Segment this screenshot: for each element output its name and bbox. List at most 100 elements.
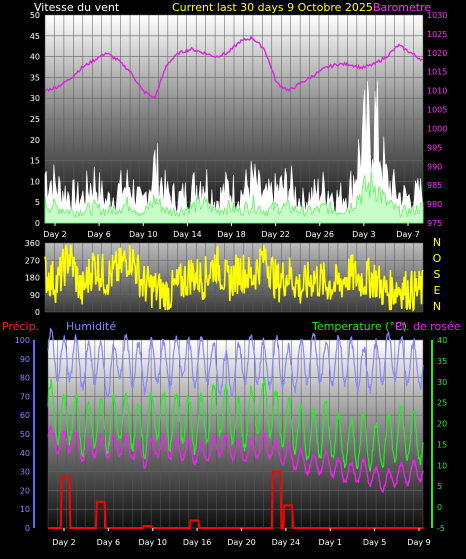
barometer-right-tick: 1020 [427,49,447,58]
dewpoint-label: Pt. de rosée [395,320,461,333]
wind-x-label: Day 10 [129,230,158,239]
lower-right-tick: 20 [437,420,447,429]
wind-x-label: Day 22 [261,230,290,239]
lower-left-tick: 0 [25,524,30,533]
barometer-right-tick: 990 [427,162,442,171]
series-wind-average [44,170,424,224]
lower-left-tick: 90 [20,355,30,364]
wind-x-label: Day 2 [43,230,66,239]
chart-main-title: Current last 30 days 9 Octobre 2025 [172,1,373,14]
lower-right-tick: 5 [437,482,442,491]
lower-right-tick: 30 [437,378,447,387]
lower-right-tick: 0 [437,503,442,512]
lower-x-label: Day 9 [407,538,430,547]
wind-x-axis: Day 2 Day 6 Day 10 Day 14 Day 18 Day 22 Day 26… [43,223,420,239]
lower-left-tick: 10 [20,505,30,514]
lower-x-label: Day 10 [138,538,167,547]
lower-right-tick: -5 [437,524,445,533]
barometer-right-tick: 1005 [427,106,447,115]
barometer-right-tick: 980 [427,200,442,209]
lower-x-label: Day 24 [272,538,301,547]
compass-label: E [434,284,441,297]
wind-left-tick: 5 [35,198,40,207]
direction-left-tick: 0 [35,308,40,317]
wind-x-label: Day 3 [352,230,375,239]
wind-title: Vitesse du vent [34,1,120,14]
wind-x-label: Day 18 [217,230,246,239]
wind-left-tick: 40 [30,53,40,62]
series-wind-direction [44,244,424,313]
lower-x-label: Day 5 [363,538,386,547]
lower-x-axis: Day 2 Day 6 Day 10 Day 16 Day 20 Day 24 Day 1 D… [52,528,431,547]
barometer-right-tick: 985 [427,181,442,190]
direction-left-tick: 360 [25,239,40,248]
direction-left-tick: 270 [25,256,40,265]
lower-x-label: Day 20 [227,538,256,547]
direction-left-tick: 180 [25,274,40,283]
series-humidity [47,327,424,398]
barometer-right-tick: 1015 [427,68,447,77]
barometer-right-tick: 1025 [427,30,447,39]
compass-label: S [434,268,441,281]
lower-right-tick: 40 [437,336,447,345]
barometer-right-axis: 1030 1025 1020 1015 1010 1005 1000 995 990 985 980… [427,11,447,228]
lower-right-tick: 15 [437,440,447,449]
lower-left-tick: 70 [20,392,30,401]
wind-x-label: Day 7 [396,230,419,239]
wind-series [44,35,424,224]
humidity-label: Humidité [66,320,116,333]
barometer-right-tick: 1010 [427,87,447,96]
lower-right-axis: 40 35 30 25 20 15 10 5 0 -5 [437,336,447,533]
wind-left-tick: 30 [30,94,40,103]
temperature-label: Temperature (°C) [311,320,407,333]
series-barometer [44,35,424,100]
lower-x-label: Day 2 [52,538,75,547]
lower-left-tick: 40 [20,449,30,458]
lower-right-tick: 25 [437,399,447,408]
direction-left-axis: 360 270 180 90 0 [25,239,40,317]
barometer-right-tick: 975 [427,219,442,228]
compass-label: N [433,300,441,313]
wind-left-tick: 0 [35,219,40,228]
precip-label: Précip. [2,320,39,333]
lower-right-tick: 35 [437,357,447,366]
wind-left-tick: 20 [30,136,40,145]
wind-x-label: Day 14 [173,230,202,239]
lower-left-tick: 30 [20,468,30,477]
lower-x-label: Day 1 [319,538,342,547]
lower-right-tick: 10 [437,461,447,470]
lower-x-label: Day 16 [183,538,212,547]
wind-x-label: Day 6 [87,230,110,239]
barometer-right-tick: 995 [427,143,442,152]
lower-series [47,327,424,529]
lower-left-tick: 50 [20,430,30,439]
lower-left-tick: 60 [20,411,30,420]
barometer-title: Barometre [373,1,431,14]
barometer-right-tick: 1030 [427,11,447,20]
barometer-right-tick: 1000 [427,124,447,133]
compass-label: O [433,252,442,265]
wind-left-tick: 50 [30,11,40,20]
lower-left-tick: 100 [15,336,30,345]
direction-series [44,244,424,313]
series-dewpoint [47,425,424,494]
wind-x-label: Day 26 [305,230,334,239]
series-wind-speed [44,80,424,224]
series-temperature [47,378,424,472]
wind-left-tick: 10 [30,177,40,186]
direction-left-tick: 90 [30,291,40,300]
lower-x-label: Day 6 [97,538,120,547]
lower-left-tick: 20 [20,486,30,495]
wind-left-tick: 25 [30,115,40,124]
series-precipitation [48,470,423,529]
wind-left-tick: 45 [30,32,40,41]
compass-label: N [433,236,441,249]
wind-left-tick: 35 [30,73,40,82]
wind-left-tick: 15 [30,157,40,166]
lower-left-tick: 80 [20,374,30,383]
